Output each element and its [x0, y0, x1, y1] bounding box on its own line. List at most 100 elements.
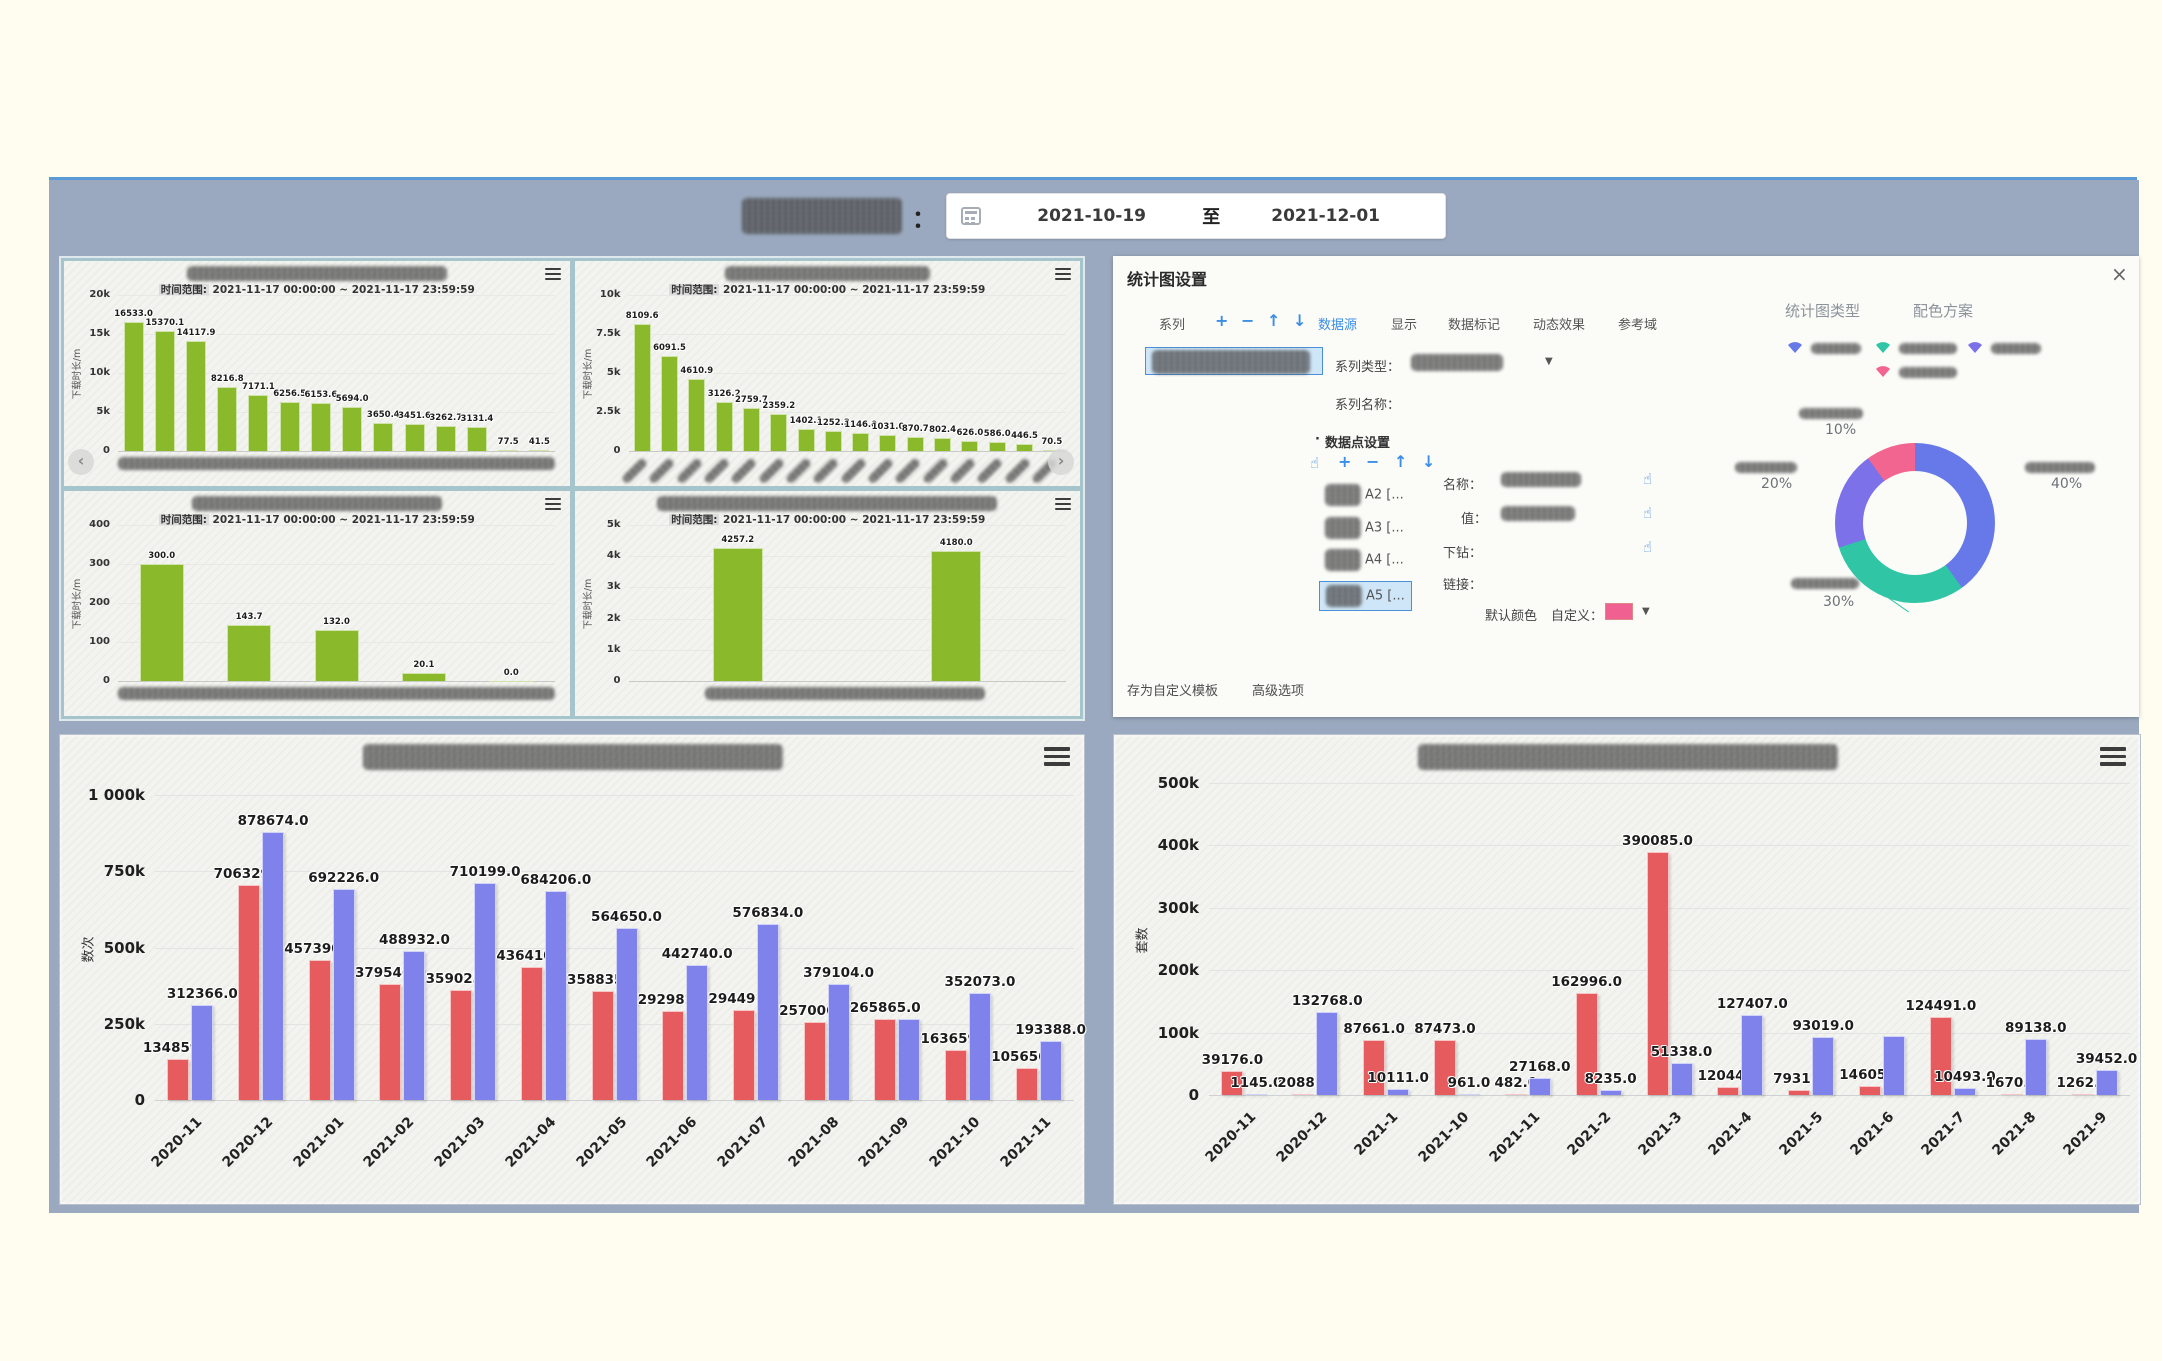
series-red-bar[interactable] — [591, 990, 614, 1100]
series-type-dropdown-icon[interactable]: ▼ — [1545, 356, 1553, 367]
series-red-bar[interactable] — [1504, 1093, 1527, 1095]
bar[interactable] — [401, 673, 446, 681]
bar[interactable] — [217, 386, 238, 451]
chart-menu-icon[interactable] — [2100, 747, 2126, 766]
bar[interactable] — [688, 379, 706, 451]
datapoint-down-icon[interactable]: ↓ — [1422, 452, 1436, 471]
move-down-icon[interactable]: ↓ — [1293, 311, 1307, 330]
series-blue-bar[interactable] — [1457, 1093, 1480, 1095]
pick-value-icon[interactable]: ☝ — [1643, 504, 1653, 522]
series-blue-bar[interactable] — [1670, 1062, 1693, 1095]
bar[interactable] — [931, 550, 982, 681]
datapoint-item[interactable]: A2 [... — [1325, 484, 1404, 506]
bar[interactable] — [248, 395, 269, 451]
series-red-bar[interactable] — [450, 990, 473, 1100]
bar[interactable] — [498, 449, 519, 451]
series-blue-bar[interactable] — [1387, 1088, 1410, 1095]
series-blue-bar[interactable] — [1953, 1088, 1976, 1095]
series-blue-bar[interactable] — [1039, 1041, 1062, 1100]
datapoint-item-selected[interactable]: A5 [... — [1319, 581, 1412, 611]
name-value-redacted[interactable] — [1501, 472, 1581, 487]
series-blue-bar[interactable] — [191, 1004, 214, 1100]
close-icon[interactable]: × — [2111, 262, 2128, 286]
bar[interactable] — [227, 624, 272, 681]
pick-datapoint-icon[interactable]: ☝ — [1310, 454, 1320, 472]
bar[interactable] — [123, 322, 144, 451]
legend-wedge-icon-teal[interactable] — [1873, 340, 1893, 355]
pick-drill-icon[interactable]: ☝ — [1643, 538, 1653, 556]
color-swatch[interactable] — [1605, 603, 1633, 620]
series-blue-bar[interactable] — [827, 984, 850, 1100]
bar[interactable] — [314, 629, 359, 681]
chart-menu-icon[interactable] — [1055, 498, 1071, 510]
date-end-input[interactable]: 2021-12-01 — [1271, 206, 1380, 226]
series-red-bar[interactable] — [1221, 1070, 1244, 1095]
bar[interactable] — [186, 340, 207, 451]
series-red-bar[interactable] — [944, 1050, 967, 1100]
series-red-bar[interactable] — [1859, 1085, 1882, 1095]
move-up-icon[interactable]: ↑ — [1267, 311, 1281, 330]
series-blue-bar[interactable] — [1245, 1093, 1268, 1095]
series-red-bar[interactable] — [1015, 1067, 1038, 1100]
carousel-prev-button[interactable]: ‹ — [68, 449, 94, 475]
datapoint-item[interactable]: A4 [... — [1325, 549, 1404, 571]
series-red-bar[interactable] — [1929, 1017, 1952, 1095]
chart-menu-icon[interactable] — [544, 498, 561, 510]
series-blue-bar[interactable] — [686, 964, 709, 1100]
bar[interactable] — [712, 548, 763, 681]
remove-series-icon[interactable]: − — [1241, 311, 1255, 330]
series-red-bar[interactable] — [1646, 851, 1669, 1095]
add-series-icon[interactable]: + — [1215, 311, 1229, 330]
series-blue-bar[interactable] — [262, 832, 285, 1100]
bar[interactable] — [715, 402, 733, 451]
series-type-value-redacted[interactable] — [1411, 354, 1503, 371]
bar[interactable] — [824, 431, 842, 451]
bar[interactable] — [489, 681, 534, 682]
legend-wedge-icon-pink[interactable] — [1873, 364, 1893, 379]
bar[interactable] — [742, 407, 760, 451]
bar[interactable] — [435, 425, 456, 451]
date-range-picker[interactable]: 2021-10-19 至 2021-12-01 — [946, 193, 1446, 239]
series-blue-bar[interactable] — [1812, 1036, 1835, 1095]
series-blue-bar[interactable] — [2024, 1039, 2047, 1095]
bar[interactable] — [466, 426, 487, 451]
datapoint-up-icon[interactable]: ↑ — [1394, 452, 1408, 471]
bar[interactable] — [988, 441, 1006, 451]
series-red-bar[interactable] — [2071, 1093, 2094, 1095]
series-blue-bar[interactable] — [403, 950, 426, 1100]
bar[interactable] — [139, 564, 184, 681]
chart-menu-icon[interactable] — [1044, 747, 1070, 766]
selected-series-item[interactable] — [1145, 347, 1323, 375]
bar[interactable] — [342, 406, 363, 451]
collapse-icon[interactable]: · — [1315, 432, 1320, 447]
bar[interactable] — [310, 403, 331, 451]
series-blue-bar[interactable] — [1883, 1035, 1906, 1095]
bar[interactable] — [934, 438, 952, 451]
remove-datapoint-icon[interactable]: − — [1366, 452, 1380, 471]
bar[interactable] — [660, 355, 678, 451]
bar[interactable] — [633, 324, 651, 451]
series-blue-bar[interactable] — [1599, 1089, 1622, 1095]
series-blue-bar[interactable] — [474, 883, 497, 1100]
tab-dynamic-effects[interactable]: 动态效果 — [1533, 318, 1586, 333]
bar[interactable] — [852, 433, 870, 451]
bar[interactable] — [906, 437, 924, 451]
series-blue-bar[interactable] — [898, 1018, 921, 1100]
series-blue-bar[interactable] — [1528, 1078, 1551, 1095]
tab-data-source[interactable]: 数据源 — [1318, 318, 1358, 333]
carousel-next-button[interactable]: › — [1048, 449, 1074, 475]
bar[interactable] — [373, 422, 394, 451]
chart-menu-icon[interactable] — [544, 268, 561, 280]
advanced-options-link[interactable]: 高级选项 — [1252, 684, 1305, 699]
datapoint-item[interactable]: A3 [... — [1325, 517, 1404, 539]
series-red-bar[interactable] — [1433, 1040, 1456, 1095]
series-red-bar[interactable] — [379, 984, 402, 1100]
bar[interactable] — [961, 441, 979, 451]
series-blue-bar[interactable] — [1741, 1015, 1764, 1095]
value-value-redacted[interactable] — [1501, 506, 1575, 521]
series-blue-bar[interactable] — [968, 992, 991, 1100]
save-template-link[interactable]: 存为自定义模板 — [1127, 684, 1219, 699]
tab-reference-area[interactable]: 参考域 — [1618, 318, 1658, 333]
tab-display[interactable]: 显示 — [1391, 318, 1418, 333]
pick-name-icon[interactable]: ☝ — [1643, 470, 1653, 488]
